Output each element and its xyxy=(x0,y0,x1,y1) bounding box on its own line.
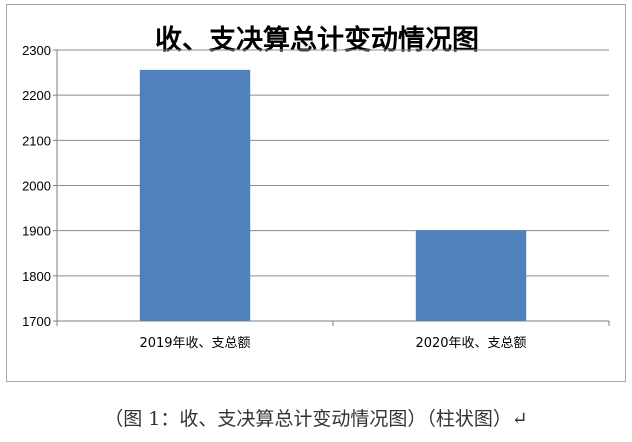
y-tick-label: 2300 xyxy=(22,43,51,58)
x-category-label: 2020年收、支总额 xyxy=(415,336,526,351)
y-tick-label: 2200 xyxy=(22,88,51,103)
axes xyxy=(53,49,610,326)
figure-caption: （图 1：收、支决算总计变动情况图）（柱状图）↵ xyxy=(104,408,528,430)
y-tick-label: 1900 xyxy=(22,224,51,239)
y-tick-label: 2100 xyxy=(22,133,51,148)
y-tick-label: 1700 xyxy=(22,314,51,329)
bar xyxy=(139,69,251,321)
bar-chart: 收、支决算总计变动情况图 1700 1800 1900 2000 2100 2200 230… xyxy=(22,24,610,351)
y-tick-label: 1800 xyxy=(22,269,51,284)
x-category-label: 2019年收、支总额 xyxy=(139,336,250,351)
bars xyxy=(139,69,527,321)
chart-frame: 收、支决算总计变动情况图 1700 1800 1900 2000 2100 2200 230… xyxy=(6,4,626,382)
y-tick-label: 2000 xyxy=(22,179,51,194)
bar xyxy=(415,230,527,321)
chart-title: 收、支决算总计变动情况图 xyxy=(155,24,479,56)
axis-labels: 1700 1800 1900 2000 2100 2200 2300 2019年收、支总额 20… xyxy=(22,43,526,351)
